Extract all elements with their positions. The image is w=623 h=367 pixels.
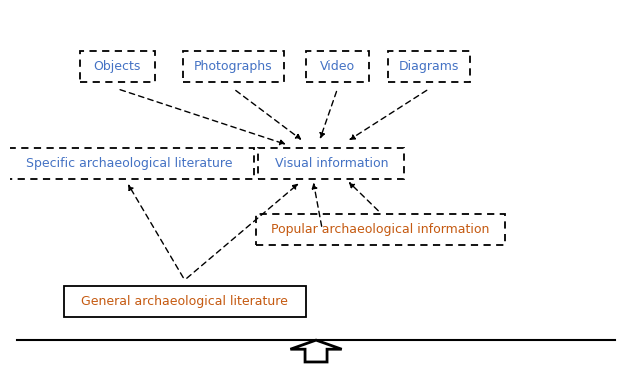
Text: Video: Video [320,61,355,73]
FancyBboxPatch shape [183,51,284,83]
FancyBboxPatch shape [5,148,254,179]
FancyBboxPatch shape [388,51,470,83]
Text: Objects: Objects [93,61,141,73]
FancyBboxPatch shape [256,214,505,244]
FancyBboxPatch shape [259,148,404,179]
FancyBboxPatch shape [306,51,369,83]
Text: Popular archaeological information: Popular archaeological information [271,222,490,236]
Text: Photographs: Photographs [194,61,273,73]
FancyBboxPatch shape [80,51,155,83]
Text: General archaeological literature: General archaeological literature [81,295,288,308]
Text: Diagrams: Diagrams [399,61,459,73]
Polygon shape [290,340,342,362]
Text: Specific archaeological literature: Specific archaeological literature [26,157,233,170]
Text: Visual information: Visual information [275,157,388,170]
FancyBboxPatch shape [64,286,306,317]
